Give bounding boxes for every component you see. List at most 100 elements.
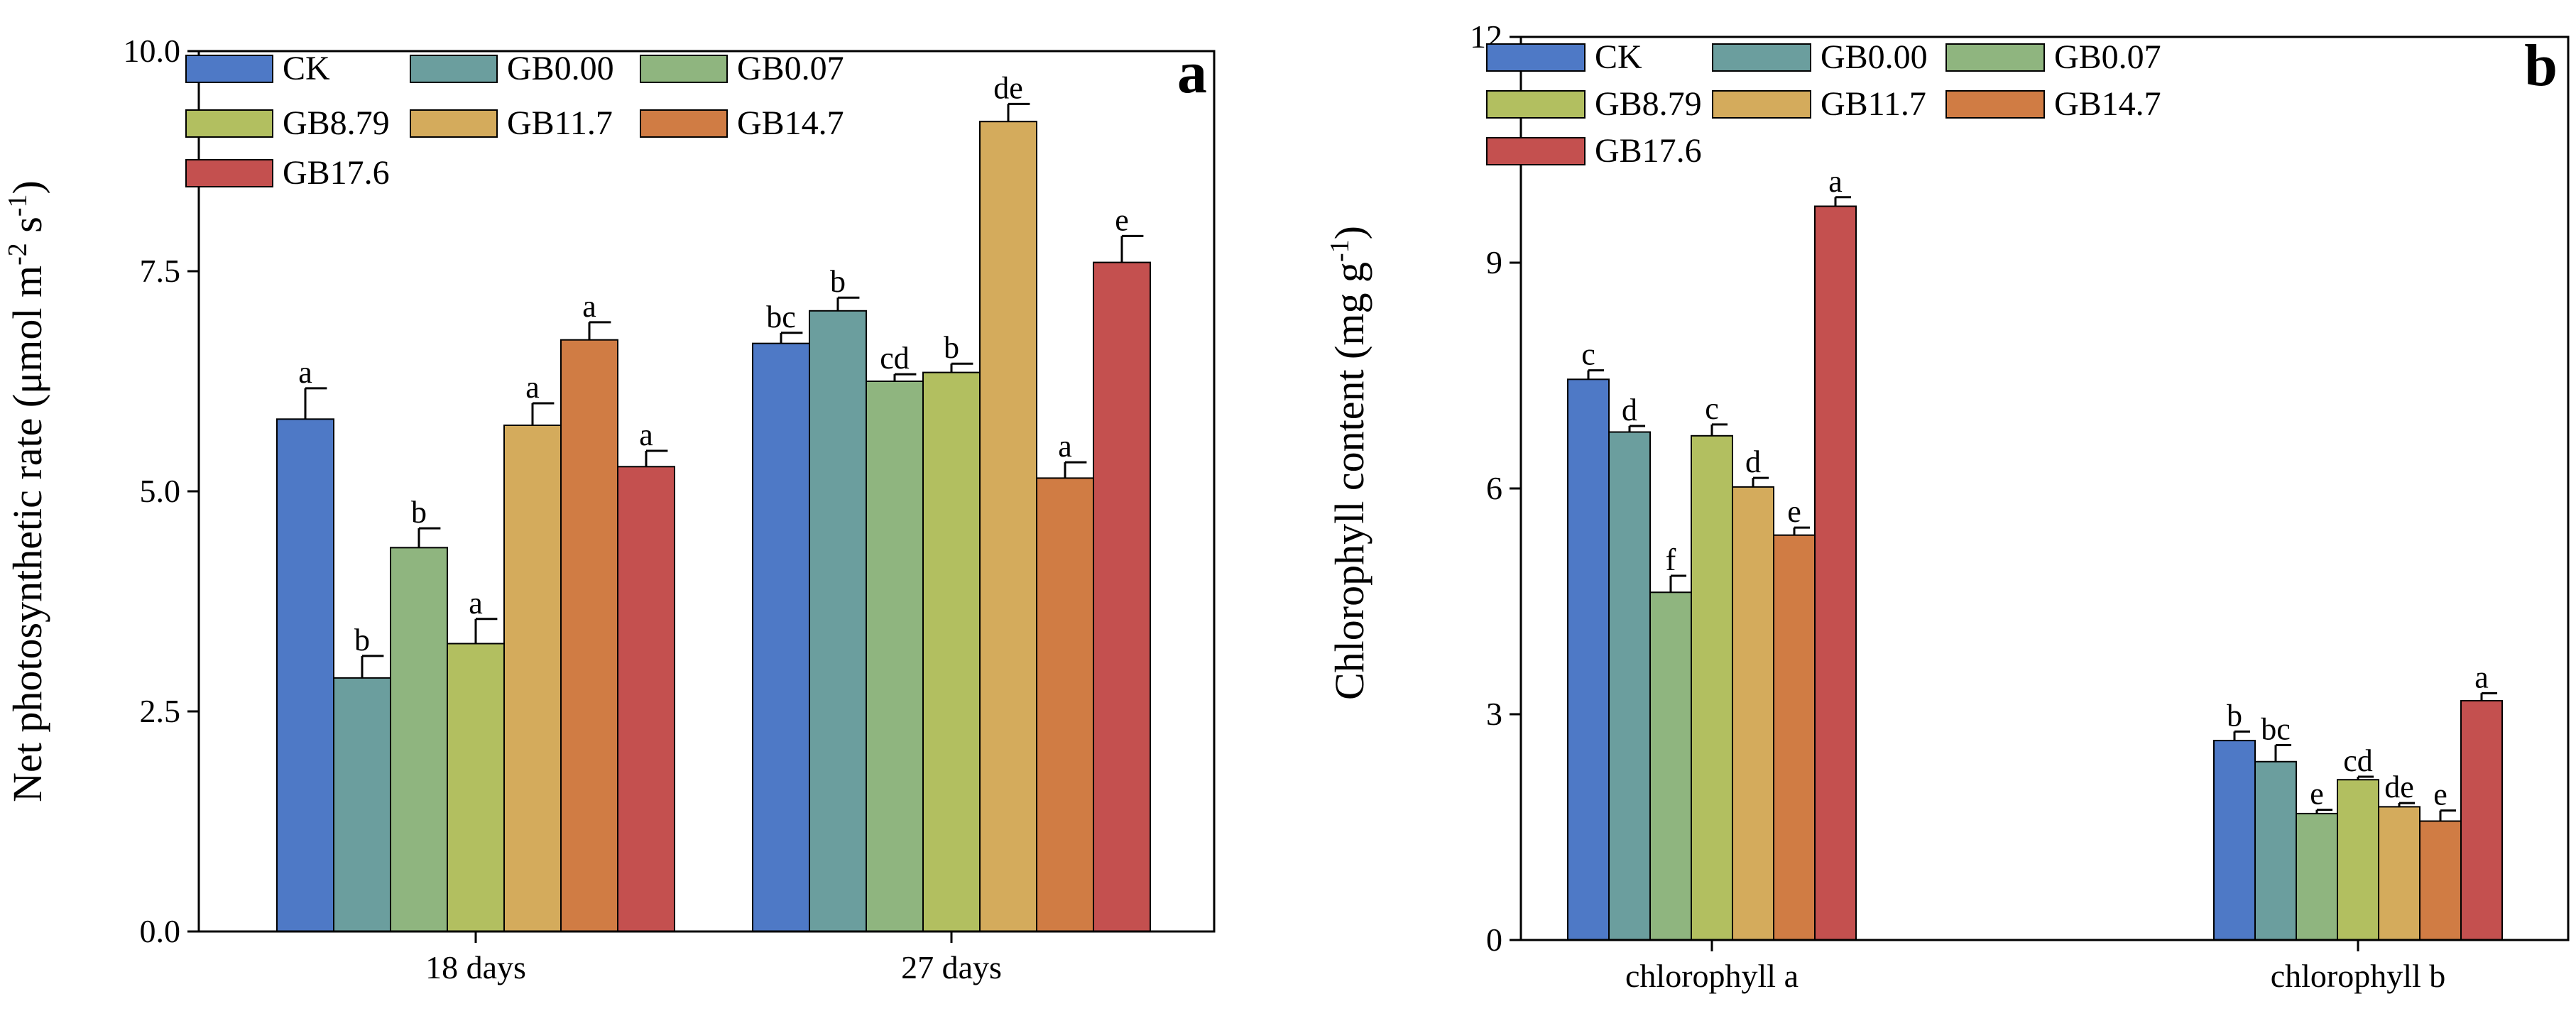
significance-letter: b xyxy=(2227,698,2242,733)
significance-letter: d xyxy=(1745,444,1761,479)
legend-swatch xyxy=(185,159,273,187)
significance-letter: e xyxy=(1115,202,1129,237)
legend-label: GB0.07 xyxy=(2054,38,2161,76)
bar xyxy=(2296,812,2338,941)
significance-letter: a xyxy=(525,370,540,405)
significance-letter: a xyxy=(1058,429,1072,464)
bar xyxy=(2337,779,2379,941)
y-axis-title-end: ) xyxy=(1326,226,1372,239)
bar xyxy=(2213,740,2256,941)
bar xyxy=(1093,261,1151,933)
significance-letter: a xyxy=(469,586,483,621)
legend-label: GB17.6 xyxy=(283,154,390,192)
significance-letter: b xyxy=(830,264,846,299)
bar xyxy=(333,677,391,932)
y-axis-title-superscript: -2 xyxy=(3,243,33,266)
bar xyxy=(809,310,867,932)
significance-letter: cd xyxy=(2343,743,2373,778)
bar xyxy=(390,547,448,932)
significance-letter: e xyxy=(2433,777,2447,812)
legend-label: CK xyxy=(283,50,330,87)
legend-swatch xyxy=(1486,137,1586,165)
bar xyxy=(1691,435,1733,941)
bar xyxy=(866,381,924,932)
significance-letter: e xyxy=(2310,777,2324,811)
significance-letter: bc xyxy=(2261,711,2291,746)
significance-letter: f xyxy=(1666,542,1676,577)
significance-letter: c xyxy=(1705,391,1719,426)
x-category-label: 18 days xyxy=(425,949,526,985)
legend-swatch xyxy=(1945,90,2045,119)
y-axis-title-superscript: -1 xyxy=(1325,239,1355,262)
y-axis-title-main: Net photosynthetic rate (μmol m xyxy=(4,266,50,802)
bar xyxy=(447,643,505,933)
y-tick-label: 7.5 xyxy=(140,253,181,289)
bar xyxy=(1649,591,1692,941)
significance-letter: a xyxy=(298,355,312,390)
bar xyxy=(560,339,618,933)
bar xyxy=(503,425,562,932)
significance-letter: bc xyxy=(766,300,796,334)
significance-letter: b xyxy=(944,330,959,365)
bar xyxy=(617,466,675,932)
bar xyxy=(922,371,981,932)
y-tick-label: 2.5 xyxy=(140,693,181,729)
panel-letter: b xyxy=(2524,33,2558,99)
legend-label: GB11.7 xyxy=(1821,85,1926,123)
y-axis-title-main: Chlorophyll content (mg g xyxy=(1326,262,1372,700)
legend-swatch xyxy=(1486,90,1586,119)
bar xyxy=(2419,820,2462,941)
legend-label: GB0.00 xyxy=(1821,38,1928,76)
bar xyxy=(2460,699,2503,941)
x-category-label: chlorophyll b xyxy=(2271,958,2446,994)
significance-letter: de xyxy=(993,70,1023,105)
y-axis-title: Chlorophyll content (mg g-1) xyxy=(1325,226,1372,700)
y-tick-label: 0.0 xyxy=(140,913,181,949)
significance-letter: b xyxy=(354,623,370,657)
legend-swatch xyxy=(1712,43,1811,72)
x-category-label: chlorophyll a xyxy=(1625,958,1799,994)
significance-letter: de xyxy=(2384,770,2414,804)
bar xyxy=(276,418,334,932)
bar xyxy=(2378,806,2421,941)
significance-letter: b xyxy=(411,495,427,530)
legend-swatch xyxy=(1712,90,1811,119)
significance-letter: a xyxy=(582,289,596,324)
panel-b-chart: cbbdbcbfedccdaddeceecaaa036912chlorophyl… xyxy=(1325,18,2570,994)
bar xyxy=(1732,486,1774,941)
significance-letter: a xyxy=(2474,660,2489,694)
y-tick-label: 5.0 xyxy=(140,473,181,509)
significance-letter: d xyxy=(1622,393,1637,427)
y-axis-title-end: ) xyxy=(4,180,50,194)
legend-label: GB11.7 xyxy=(507,104,613,142)
legend-label: GB8.79 xyxy=(283,104,390,142)
bar xyxy=(1036,477,1094,932)
legend-swatch xyxy=(640,109,728,138)
significance-letter: a xyxy=(639,417,653,452)
bar xyxy=(752,342,810,932)
y-axis-title-unit: s xyxy=(4,217,50,243)
y-tick-label: 9 xyxy=(1486,244,1502,280)
legend-swatch xyxy=(185,55,273,83)
bar xyxy=(1814,205,1857,941)
y-axis-title-superscript: -1 xyxy=(3,195,33,217)
y-tick-label: 0 xyxy=(1486,922,1502,958)
y-tick-label: 6 xyxy=(1486,470,1502,506)
legend-label: GB17.6 xyxy=(1595,132,1702,170)
significance-letter: e xyxy=(1787,494,1801,529)
legend-label: GB8.79 xyxy=(1595,85,1702,123)
legend-label: GB0.00 xyxy=(507,50,614,87)
legend-label: GB14.7 xyxy=(737,104,844,142)
bar xyxy=(979,121,1037,933)
significance-letter: c xyxy=(1581,337,1595,372)
legend-swatch xyxy=(410,55,498,83)
legend-swatch xyxy=(1945,43,2045,72)
panel-letter: a xyxy=(1177,40,1207,106)
significance-letter: a xyxy=(1828,164,1843,199)
legend-label: GB14.7 xyxy=(2054,85,2161,123)
bar xyxy=(1567,378,1610,941)
legend-label: GB0.07 xyxy=(737,50,844,87)
x-category-label: 27 days xyxy=(901,949,1002,985)
